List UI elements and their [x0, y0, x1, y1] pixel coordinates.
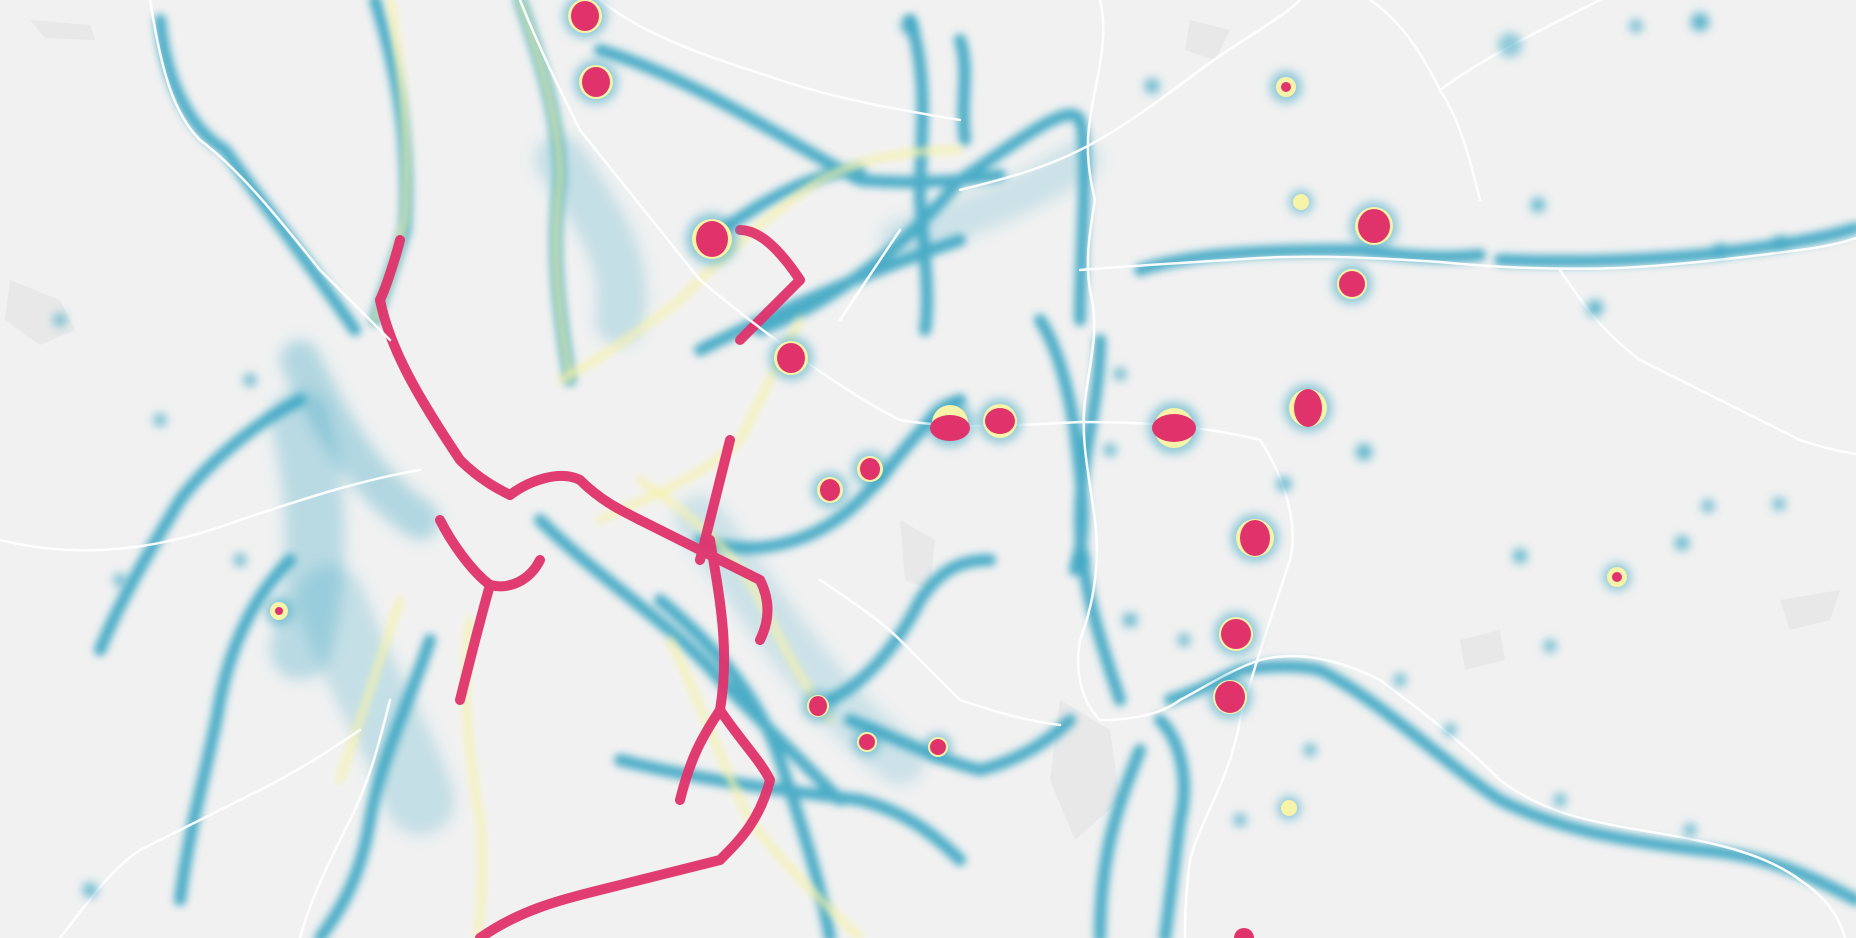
map-canvas[interactable]: [0, 0, 1856, 938]
map-background: [0, 0, 1856, 938]
heatmap-map[interactable]: [0, 0, 1856, 938]
